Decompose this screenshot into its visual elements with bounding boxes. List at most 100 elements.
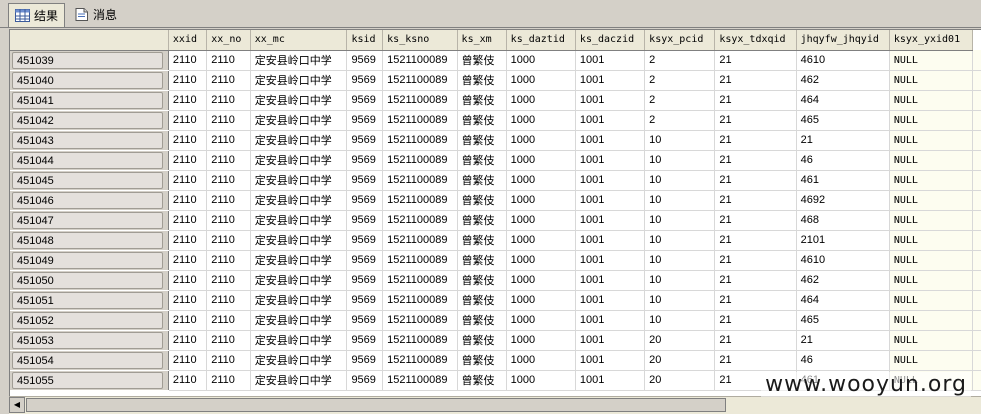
table-cell[interactable]: 1000 xyxy=(506,230,575,250)
table-cell[interactable]: 曾繁伎 xyxy=(457,50,506,70)
table-cell[interactable]: 9569 xyxy=(347,210,383,230)
table-cell[interactable]: 4610 xyxy=(796,50,889,70)
column-header[interactable]: ksyx_yxid01 xyxy=(889,30,972,50)
row-header[interactable]: 451048 xyxy=(10,230,168,250)
table-cell[interactable]: NULL xyxy=(889,90,972,110)
row-header[interactable]: 451054 xyxy=(10,350,168,370)
table-cell[interactable]: 曾繁伎 xyxy=(457,310,506,330)
table-cell[interactable]: 9569 xyxy=(347,90,383,110)
table-cell[interactable]: 468 xyxy=(796,210,889,230)
table-cell[interactable]: 1000 xyxy=(506,330,575,350)
table-cell[interactable]: 1001 xyxy=(575,290,644,310)
table-cell[interactable]: 2110 xyxy=(168,110,206,130)
table-cell-empty[interactable] xyxy=(973,210,981,230)
tab-messages[interactable]: 消息 xyxy=(68,4,123,25)
table-cell-empty[interactable] xyxy=(973,190,981,210)
column-header[interactable]: xxid xyxy=(168,30,206,50)
table-cell[interactable]: 9569 xyxy=(347,230,383,250)
table-cell[interactable]: 曾繁伎 xyxy=(457,190,506,210)
table-cell[interactable]: 464 xyxy=(796,90,889,110)
table-cell[interactable]: 4610 xyxy=(796,250,889,270)
table-cell[interactable]: 21 xyxy=(715,50,796,70)
table-cell[interactable]: 21 xyxy=(715,330,796,350)
table-cell[interactable]: 21 xyxy=(715,130,796,150)
scrollbar-thumb[interactable] xyxy=(26,398,726,412)
table-cell[interactable]: 2110 xyxy=(168,150,206,170)
table-cell[interactable]: 21 xyxy=(796,330,889,350)
table-cell[interactable]: 定安县岭口中学 xyxy=(250,270,347,290)
table-cell[interactable]: 定安县岭口中学 xyxy=(250,330,347,350)
table-cell[interactable]: 2110 xyxy=(207,70,250,90)
table-cell[interactable]: 2110 xyxy=(168,310,206,330)
table-cell[interactable]: 1000 xyxy=(506,70,575,90)
table-cell[interactable]: 1521100089 xyxy=(383,370,457,390)
table-cell[interactable]: 1521100089 xyxy=(383,50,457,70)
table-cell[interactable]: 9569 xyxy=(347,310,383,330)
table-cell[interactable]: 1521100089 xyxy=(383,290,457,310)
table-cell[interactable]: 定安县岭口中学 xyxy=(250,230,347,250)
table-cell[interactable]: 曾繁伎 xyxy=(457,230,506,250)
table-cell[interactable]: 21 xyxy=(715,90,796,110)
table-cell[interactable]: 1521100089 xyxy=(383,310,457,330)
table-cell[interactable]: 2 xyxy=(645,50,715,70)
table-cell[interactable]: 9569 xyxy=(347,130,383,150)
corner-header-cell[interactable] xyxy=(10,30,168,50)
table-cell[interactable]: 2110 xyxy=(168,90,206,110)
row-header[interactable]: 451045 xyxy=(10,170,168,190)
table-cell[interactable]: 定安县岭口中学 xyxy=(250,70,347,90)
column-header[interactable]: xx_no xyxy=(207,30,250,50)
table-cell[interactable]: 1521100089 xyxy=(383,210,457,230)
table-cell-empty[interactable] xyxy=(973,350,981,370)
table-cell[interactable]: 曾繁伎 xyxy=(457,290,506,310)
column-header[interactable]: ks_xm xyxy=(457,30,506,50)
table-cell[interactable]: 定安县岭口中学 xyxy=(250,50,347,70)
table-cell[interactable]: 9569 xyxy=(347,50,383,70)
table-cell-empty[interactable] xyxy=(973,310,981,330)
table-cell[interactable]: 9569 xyxy=(347,150,383,170)
row-header[interactable]: 451042 xyxy=(10,110,168,130)
tab-results[interactable]: 结果 xyxy=(8,3,65,27)
table-cell-empty[interactable] xyxy=(973,230,981,250)
table-cell-empty[interactable] xyxy=(973,130,981,150)
table-cell[interactable]: 1000 xyxy=(506,110,575,130)
table-cell[interactable]: 曾繁伎 xyxy=(457,270,506,290)
table-cell[interactable]: 10 xyxy=(645,210,715,230)
table-cell-empty[interactable] xyxy=(973,110,981,130)
table-cell[interactable]: 2110 xyxy=(207,250,250,270)
table-cell[interactable]: 2110 xyxy=(207,290,250,310)
table-cell[interactable]: 10 xyxy=(645,190,715,210)
table-cell-empty[interactable] xyxy=(973,50,981,70)
row-header[interactable]: 451043 xyxy=(10,130,168,150)
table-cell[interactable]: 2110 xyxy=(207,50,250,70)
table-cell[interactable]: 10 xyxy=(645,150,715,170)
row-header[interactable]: 451046 xyxy=(10,190,168,210)
row-header[interactable]: 451053 xyxy=(10,330,168,350)
table-cell[interactable]: 4692 xyxy=(796,190,889,210)
table-cell[interactable]: 定安县岭口中学 xyxy=(250,130,347,150)
table-cell[interactable]: 定安县岭口中学 xyxy=(250,290,347,310)
table-cell[interactable]: 1001 xyxy=(575,170,644,190)
table-cell[interactable]: 1000 xyxy=(506,310,575,330)
table-cell[interactable]: 2110 xyxy=(168,250,206,270)
table-cell[interactable]: 2110 xyxy=(207,270,250,290)
table-cell[interactable]: 2110 xyxy=(168,270,206,290)
table-cell[interactable]: 21 xyxy=(715,150,796,170)
horizontal-scrollbar[interactable]: ◀ xyxy=(9,396,981,414)
row-header[interactable]: 451051 xyxy=(10,290,168,310)
table-cell[interactable]: 20 xyxy=(645,330,715,350)
table-cell[interactable]: 2110 xyxy=(168,130,206,150)
table-cell[interactable]: NULL xyxy=(889,310,972,330)
table-cell[interactable]: 21 xyxy=(715,310,796,330)
table-cell-empty[interactable] xyxy=(973,150,981,170)
table-cell[interactable]: 曾繁伎 xyxy=(457,170,506,190)
table-cell[interactable]: 1521100089 xyxy=(383,350,457,370)
table-cell-empty[interactable] xyxy=(973,90,981,110)
table-cell[interactable]: 2110 xyxy=(207,210,250,230)
table-cell[interactable]: NULL xyxy=(889,250,972,270)
